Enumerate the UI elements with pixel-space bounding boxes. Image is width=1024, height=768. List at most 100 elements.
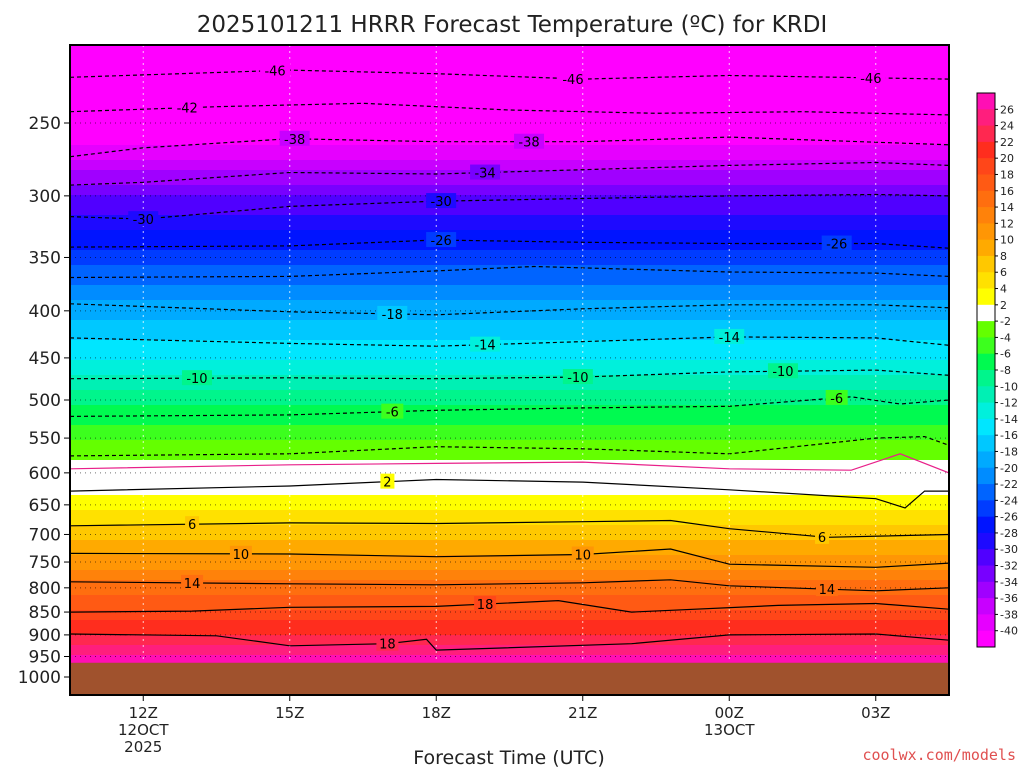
y-tick-label: 900 xyxy=(29,626,61,646)
colorbar-swatch xyxy=(977,484,995,501)
temperature-band xyxy=(70,235,949,241)
y-tick-label: 750 xyxy=(29,553,61,573)
colorbar-swatch xyxy=(977,435,995,452)
contour-label: -46 xyxy=(264,65,285,80)
x-tick-label: 12Z xyxy=(129,704,158,722)
contour-label: -30 xyxy=(431,195,452,210)
contour-label-bg xyxy=(381,403,404,419)
y-tick-label: 350 xyxy=(29,248,61,268)
contour-label: -38 xyxy=(518,136,539,151)
contour-line xyxy=(70,136,949,158)
colorbar-tick-label: 16 xyxy=(1000,185,1014,198)
temperature-band xyxy=(70,275,949,281)
colorbar-tick-label: -2 xyxy=(1000,315,1011,328)
source-credit[interactable]: coolwx.com/models xyxy=(862,746,1016,764)
colorbar-tick-label: 18 xyxy=(1000,168,1014,181)
y-tick-label: 600 xyxy=(29,464,61,484)
x-tick-label: 21Z xyxy=(568,704,597,722)
colorbar-tick-label: -28 xyxy=(1000,527,1018,540)
temperature-band xyxy=(70,260,949,266)
temperature-band xyxy=(70,70,949,76)
contour-label: -10 xyxy=(772,365,793,380)
temperature-band xyxy=(70,650,949,656)
colorbar-swatch xyxy=(977,353,995,371)
temperature-band xyxy=(70,510,949,516)
temperature-band xyxy=(70,310,949,316)
temperature-band xyxy=(70,370,949,376)
contour-line xyxy=(70,478,949,509)
contour-label-bg xyxy=(172,99,203,115)
x-tick-label: 18Z xyxy=(422,704,451,722)
colorbar-tick-label: -22 xyxy=(1000,478,1018,491)
temperature-band xyxy=(70,445,949,451)
contour-line xyxy=(70,633,949,651)
temperature-band xyxy=(70,285,949,291)
y-tick-label: 700 xyxy=(29,525,61,545)
contour-label-bg xyxy=(562,369,593,385)
temperature-band xyxy=(70,60,949,66)
contour-label-bg xyxy=(279,130,310,146)
contour-line xyxy=(70,336,949,347)
y-tick-label: 1000 xyxy=(18,668,61,688)
temperature-band xyxy=(70,630,949,636)
y-axis: 250 300 350 400 450 500 550 600 650 700 750 800 850 9… xyxy=(18,114,70,688)
colorbar-tick-label: 8 xyxy=(1000,250,1007,263)
temperature-band xyxy=(70,205,949,211)
plot-frame xyxy=(69,44,950,696)
contour-label-bg xyxy=(470,164,501,180)
colorbar-tick-label: 24 xyxy=(1000,120,1014,133)
temperature-band xyxy=(70,565,949,571)
contour-line xyxy=(70,579,949,592)
temperature-band xyxy=(70,140,949,146)
y-tick-label: 300 xyxy=(29,187,61,207)
colorbar-swatch xyxy=(977,467,995,485)
contour-label-bg xyxy=(557,70,588,86)
temperature-band xyxy=(70,45,949,51)
colorbar-tick-label: -30 xyxy=(1000,543,1018,556)
y-tick-label: 850 xyxy=(29,603,61,623)
temperature-band xyxy=(70,115,949,121)
contour-label-bg xyxy=(821,235,852,251)
colorbar-swatch xyxy=(977,614,995,632)
colorbar-swatch xyxy=(977,402,995,420)
contour-label-bg xyxy=(815,528,830,544)
temperature-band xyxy=(70,165,949,171)
x-axis-label: Forecast Time (UTC) xyxy=(413,747,604,768)
temperature-band xyxy=(70,555,949,561)
temperature-band xyxy=(70,130,949,136)
temperature-band xyxy=(70,65,949,71)
contour-label: -30 xyxy=(133,213,154,228)
temperature-band xyxy=(70,560,949,566)
colorbar-tick-label: -40 xyxy=(1000,625,1018,638)
contour-label: 14 xyxy=(184,577,201,592)
temperature-band xyxy=(70,365,949,371)
contour-line xyxy=(70,519,949,538)
colorbar-swatch xyxy=(977,190,995,208)
temperature-band xyxy=(70,55,949,61)
colorbar-swatch xyxy=(977,418,995,436)
temperature-contours: -46 -46 -46 -42 -38 -38 -34 -30 -30 -26 -26 -18 -14 -… xyxy=(70,62,949,653)
temperature-band xyxy=(70,420,949,426)
contour-label: -34 xyxy=(474,167,495,182)
temperature-band xyxy=(70,540,949,546)
contour-label-bg xyxy=(181,574,204,590)
temperature-band xyxy=(70,570,949,576)
temperature-band xyxy=(70,405,949,411)
temperature-band xyxy=(70,455,949,461)
contour-label-bg xyxy=(376,635,399,651)
contour-label: -46 xyxy=(860,72,881,87)
contour-line xyxy=(70,303,949,316)
contour-label-bg xyxy=(825,389,848,405)
temperature-band xyxy=(70,225,949,231)
temperature-band xyxy=(70,470,949,476)
temperature-band xyxy=(70,210,949,216)
x-tick-label: 13OCT xyxy=(704,721,755,739)
temperature-band xyxy=(70,75,949,81)
temperature-band xyxy=(70,155,949,161)
temperature-band xyxy=(70,160,949,166)
contour-label: -46 xyxy=(562,73,583,88)
temperature-band xyxy=(70,295,949,301)
temperature-band xyxy=(70,395,949,401)
temperature-band xyxy=(70,110,949,116)
